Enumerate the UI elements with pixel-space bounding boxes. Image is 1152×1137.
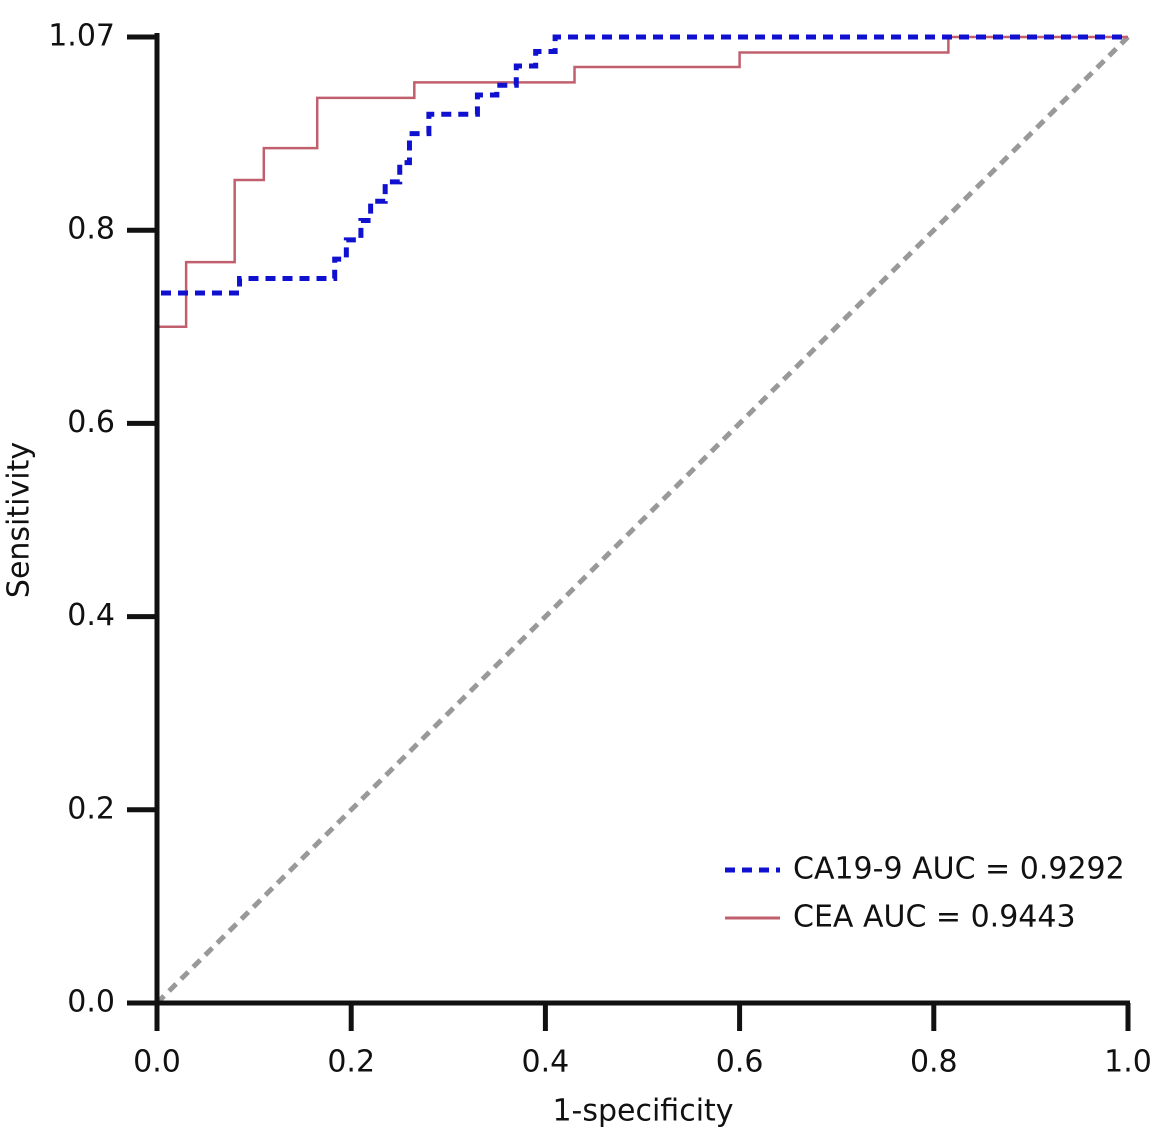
roc-line [155,35,1128,1003]
x-tick-label: 0.0 [133,1045,181,1080]
x-tick-label: 0.2 [327,1045,375,1080]
y-axis-label: Sensitivity [2,442,37,598]
y-tick-label: 0.8 [67,212,115,247]
x-tick-label: 0.8 [910,1045,958,1080]
x-axis-label: 1-specificity [552,1094,733,1129]
legend-label: CEA AUC = 0.9443 [793,900,1076,935]
x-tick-label: 0.6 [716,1045,764,1080]
x-tick-label: 1.0 [1104,1045,1152,1080]
y-tick-label: 0.6 [67,405,115,440]
y-tick-label: 0.2 [67,791,115,826]
y-tick-label: 0.0 [67,985,115,1020]
y-tick-label: 0.4 [67,598,115,633]
legend-label: CA19-9 AUC = 0.9292 [793,852,1125,887]
roc-line [154,34,1128,1003]
x-tick-label: 0.4 [522,1045,570,1080]
y-tick-label: 1.07 [48,19,115,54]
roc-line [155,35,1130,1005]
